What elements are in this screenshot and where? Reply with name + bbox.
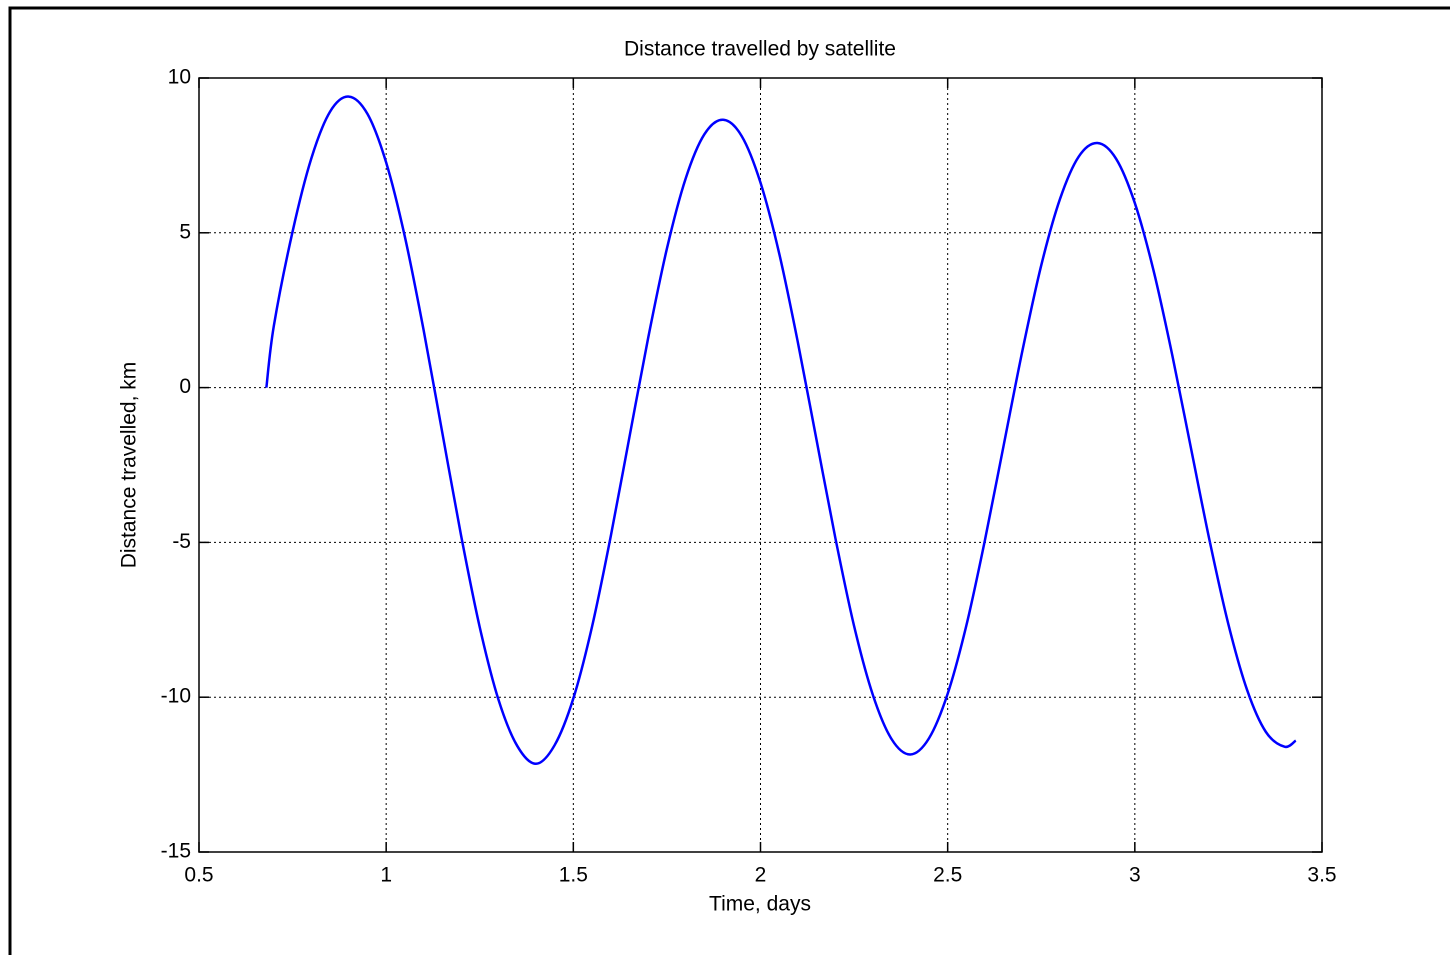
y-axis-label: Distance travelled, km	[118, 362, 141, 569]
x-axis-label: Time, days	[709, 893, 811, 916]
data-line	[265, 95, 1297, 766]
x-tick-label: 0.5	[184, 864, 213, 887]
x-tick-label: 2.5	[933, 864, 962, 887]
y-tick-label: 10	[168, 66, 191, 89]
x-tick-label: 1.5	[559, 864, 588, 887]
y-tick-label: 5	[179, 220, 191, 243]
axes-box	[198, 77, 1323, 853]
y-tick-label: -5	[172, 530, 191, 553]
x-tick-label: 2	[755, 864, 767, 887]
x-tick-label: 3	[1129, 864, 1141, 887]
y-tick-label: -10	[161, 685, 191, 708]
x-tick-label: 3.5	[1307, 864, 1336, 887]
chart-title: Distance travelled by satellite	[624, 38, 896, 61]
x-tick-label: 1	[380, 864, 392, 887]
y-tick-label: -15	[161, 840, 191, 863]
y-tick-label: 0	[179, 375, 191, 398]
